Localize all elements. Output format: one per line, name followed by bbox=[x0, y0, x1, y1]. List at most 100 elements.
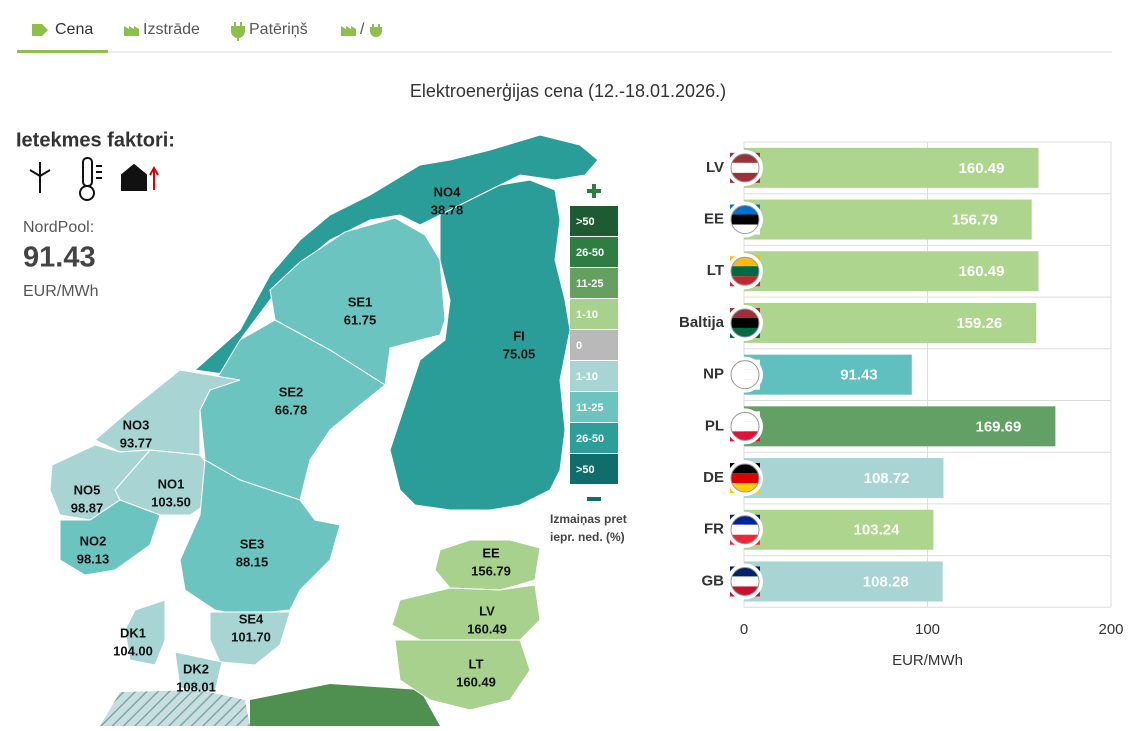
flag-stripe bbox=[730, 276, 760, 287]
bar bbox=[744, 199, 1032, 240]
flag-stripe bbox=[730, 421, 760, 432]
flag-outline bbox=[730, 360, 760, 390]
poland-area bbox=[250, 684, 440, 726]
tab[interactable]: Izstrāde bbox=[143, 21, 200, 38]
bar-value-label: 160.49 bbox=[959, 263, 1005, 280]
tab[interactable]: Cena bbox=[55, 21, 93, 38]
region-value: 66.78 bbox=[275, 402, 308, 417]
nordpool-label: NordPool: bbox=[23, 219, 94, 236]
map-region bbox=[434, 539, 541, 591]
flag-stripe bbox=[730, 369, 760, 380]
flag-outline bbox=[730, 256, 760, 286]
map-region bbox=[49, 444, 152, 521]
page-title: Elektroenerģijas cena (12.-18.01.2026.) bbox=[410, 81, 726, 101]
x-tick-label: 0 bbox=[740, 621, 748, 638]
up-arrow bbox=[149, 165, 159, 190]
region-name: SE3 bbox=[240, 536, 265, 551]
flag-outline bbox=[730, 515, 760, 545]
flag-stripe bbox=[730, 224, 760, 235]
region-name: NO2 bbox=[80, 533, 107, 548]
legend-swatch bbox=[570, 268, 618, 298]
region-name: FI bbox=[513, 328, 525, 343]
flag-stripe bbox=[730, 473, 760, 484]
flag-stripe bbox=[730, 463, 760, 474]
region-name: NO1 bbox=[158, 476, 185, 491]
region-value: 98.87 bbox=[71, 500, 104, 515]
bar bbox=[744, 406, 1056, 447]
flag-border bbox=[727, 460, 763, 497]
legend-label: 11-25 bbox=[576, 402, 604, 414]
x-axis-title: EUR/MWh bbox=[892, 652, 963, 669]
region-value: 75.05 bbox=[503, 346, 536, 361]
flag-stripe bbox=[730, 266, 760, 277]
tab[interactable]: Patēriņš bbox=[249, 21, 308, 38]
tag-icon bbox=[32, 24, 48, 36]
region-name: DK1 bbox=[120, 625, 146, 640]
bar bbox=[744, 147, 1039, 188]
bar-value-label: 91.43 bbox=[840, 367, 878, 384]
flag-stripe bbox=[730, 172, 760, 183]
legend-plus bbox=[587, 184, 601, 198]
flag-stripe bbox=[730, 524, 760, 535]
category-label: LV bbox=[706, 159, 724, 176]
bar bbox=[744, 354, 912, 395]
tab-icons bbox=[32, 22, 382, 41]
flag-outline bbox=[730, 308, 760, 338]
flag-stripe bbox=[730, 586, 760, 597]
bar-value-label: 108.28 bbox=[863, 573, 909, 590]
plug-icon bbox=[231, 22, 245, 41]
house-icon bbox=[121, 163, 147, 191]
region-value: 103.50 bbox=[151, 494, 191, 509]
flag-stripe bbox=[730, 214, 760, 225]
region-name: NO3 bbox=[123, 417, 150, 432]
flag-border bbox=[727, 149, 763, 186]
legend-swatch bbox=[570, 392, 618, 422]
factory-icon bbox=[124, 26, 139, 36]
flag-outline bbox=[730, 411, 760, 441]
region-value: 104.00 bbox=[113, 643, 153, 658]
thermometer-bulb bbox=[79, 185, 95, 201]
flag-stripe bbox=[730, 307, 760, 318]
flag-stripe bbox=[730, 327, 760, 338]
legend-label: 11-25 bbox=[576, 278, 604, 290]
legend-label: 26-50 bbox=[576, 247, 604, 259]
map-region bbox=[124, 599, 166, 666]
legend-label: 1-10 bbox=[576, 371, 598, 383]
flag-outline bbox=[730, 566, 760, 596]
region-value: 93.77 bbox=[120, 435, 153, 450]
region-value: 38.78 bbox=[431, 202, 464, 217]
flag-stripe bbox=[730, 162, 760, 173]
category-label: EE bbox=[704, 211, 724, 228]
x-tick-label: 200 bbox=[1098, 621, 1123, 638]
legend-label: 0 bbox=[576, 340, 582, 352]
bar-value-label: 108.72 bbox=[864, 470, 910, 487]
thermometer-icon bbox=[82, 157, 93, 187]
category-label: FR bbox=[704, 521, 724, 538]
category-label: PL bbox=[705, 417, 724, 434]
region-value: 88.15 bbox=[236, 554, 269, 569]
flag-stripe bbox=[730, 483, 760, 494]
region-value: 108.01 bbox=[176, 679, 216, 694]
nordpool-value: 91.43 bbox=[23, 242, 96, 274]
map-region bbox=[389, 179, 571, 511]
region-name: SE4 bbox=[239, 611, 264, 626]
bar bbox=[744, 251, 1039, 292]
map-region bbox=[174, 651, 223, 693]
flag-border bbox=[727, 356, 763, 393]
tab[interactable]: / bbox=[360, 21, 365, 38]
region-value: 61.75 bbox=[344, 312, 377, 327]
category-label: Baltija bbox=[679, 314, 725, 331]
legend-swatch bbox=[570, 299, 618, 329]
flag-stripe bbox=[730, 576, 760, 587]
thermometer-scale bbox=[96, 165, 102, 179]
nordpool-unit: EUR/MWh bbox=[23, 283, 99, 300]
region-name: SE1 bbox=[348, 294, 373, 309]
flag-stripe bbox=[730, 359, 760, 370]
region-name: EE bbox=[482, 545, 500, 560]
map-region bbox=[394, 639, 531, 711]
map-region bbox=[59, 499, 161, 576]
category-label: LT bbox=[707, 262, 724, 279]
region-name: NO5 bbox=[74, 482, 101, 497]
flag-outline bbox=[730, 205, 760, 235]
category-label: GB bbox=[702, 572, 725, 589]
